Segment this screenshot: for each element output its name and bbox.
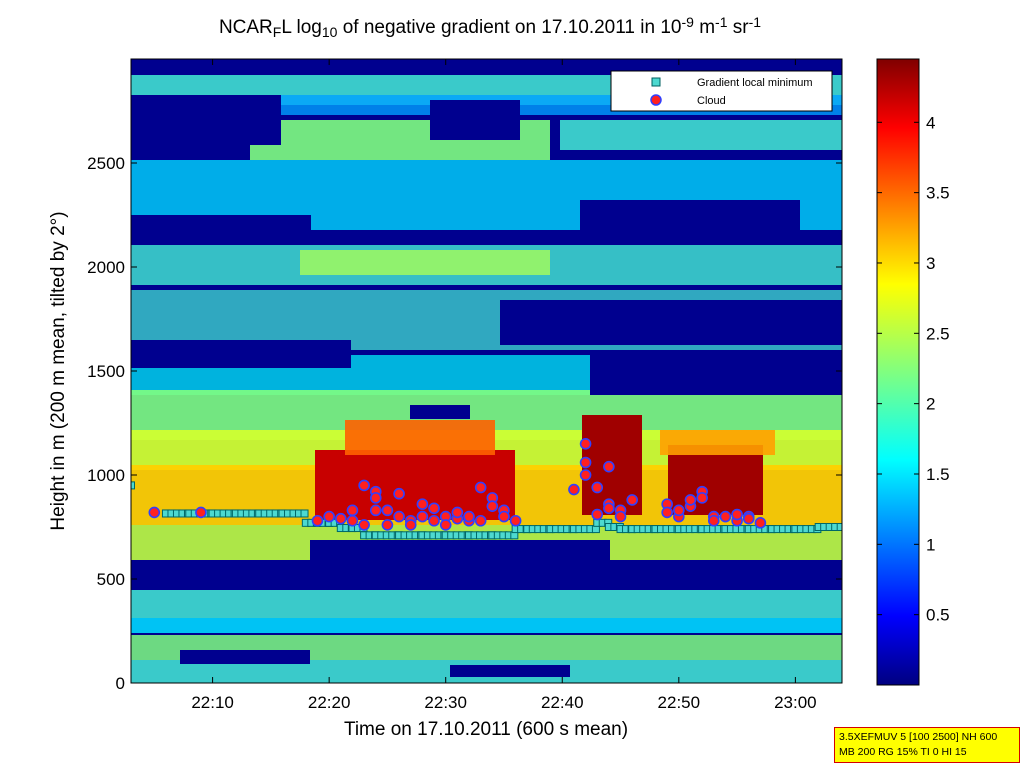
legend-marker-cloud [650, 94, 662, 106]
gradient-min-marker [300, 509, 309, 518]
cloud-marker [428, 502, 440, 515]
cloud-marker [661, 506, 673, 519]
colorbar-tick-label: 3 [926, 254, 935, 273]
cloud-marker [719, 510, 732, 523]
cloud-marker [591, 481, 604, 494]
cloud-marker [393, 510, 405, 523]
cloud-marker [335, 512, 347, 525]
cloud-marker [346, 514, 359, 527]
info-line-2: MB 200 RG 15% TI 0 HI 15 [839, 746, 967, 758]
cloud-marker [603, 460, 615, 473]
cloud-marker [731, 508, 743, 521]
y-tick-label: 2000 [87, 258, 125, 277]
chart-markers [131, 437, 842, 540]
cloud-marker [381, 504, 394, 517]
cloud-marker [369, 492, 382, 504]
cloud-marker [707, 514, 720, 527]
gradient-min-marker [131, 481, 135, 490]
colorbar-tick-label: 2.5 [926, 324, 950, 343]
cloud-marker [346, 504, 359, 517]
cloud-marker [416, 510, 429, 523]
cloud-marker [498, 510, 510, 523]
cloud-marker [603, 502, 615, 515]
colorbar-tick-label: 1 [926, 535, 935, 554]
y-tick-label: 1500 [87, 362, 125, 381]
x-tick-label: 22:50 [658, 693, 701, 712]
cloud-marker [474, 514, 487, 527]
cloud-marker [474, 481, 487, 494]
heatmap [131, 59, 842, 683]
cloud-marker [579, 456, 592, 469]
y-tick-label: 0 [116, 674, 125, 693]
colorbar-tick-label: 4 [926, 113, 935, 132]
cloud-marker [404, 519, 417, 531]
legend-box [610, 70, 833, 112]
legend-label-gradient-min: Gradient local minimum [697, 77, 813, 89]
chart-title: NCARFL log10 of negative gradient on 17.… [219, 14, 761, 40]
cloud-marker [148, 506, 161, 519]
cloud-marker [416, 498, 429, 510]
cloud-marker [742, 512, 755, 525]
colorbar-ticks: 0.5 1 1.5 2 2.5 3 3.5 4 [877, 113, 950, 625]
cloud-marker [463, 510, 475, 523]
colorbar-tick-label: 2 [926, 395, 935, 414]
cloud-marker [369, 504, 382, 517]
colorbar-tick-label: 3.5 [926, 184, 950, 203]
y-axis-label: Height in m (200 m mean, tilted by 2°) [48, 211, 69, 530]
info-box: 3.5XEFMUV 5 [100 2500] NH 600 MB 200 RG … [834, 727, 1020, 763]
legend: Gradient local minimum Cloud [610, 70, 833, 112]
cloud-marker [568, 483, 580, 496]
cloud-marker [195, 506, 207, 519]
cloud-marker [323, 510, 335, 523]
gradient-min-marker [836, 523, 842, 531]
x-tick-label: 22:20 [308, 693, 351, 712]
x-axis: 22:10 22:20 22:30 22:40 22:50 23:00 [191, 59, 817, 712]
cloud-marker [626, 494, 638, 506]
cloud-marker [486, 500, 499, 513]
y-tick-label: 500 [97, 570, 125, 589]
cloud-marker [684, 494, 697, 506]
cloud-marker [358, 479, 370, 492]
cloud-marker [754, 517, 767, 529]
y-axis: 0 500 1000 1500 2000 2500 [87, 154, 842, 693]
cloud-marker [439, 519, 452, 531]
cloud-marker [696, 492, 708, 504]
x-axis-label: Time on 17.10.2011 (600 s mean) [344, 719, 628, 740]
y-tick-label: 1000 [87, 466, 125, 485]
cloud-marker [579, 469, 592, 481]
x-tick-label: 22:10 [191, 693, 234, 712]
x-tick-label: 22:40 [541, 693, 584, 712]
x-tick-label: 22:30 [424, 693, 467, 712]
legend-label-cloud: Cloud [697, 95, 726, 107]
colorbar-tick-label: 1.5 [926, 465, 950, 484]
info-line-1: 3.5XEFMUV 5 [100 2500] NH 600 [839, 731, 998, 743]
legend-marker-gradient-min [651, 77, 661, 87]
cloud-marker [358, 519, 370, 531]
x-tick-label: 23:00 [774, 693, 817, 712]
cloud-marker [311, 514, 324, 527]
cloud-marker [428, 514, 440, 527]
y-tick-label: 2500 [87, 154, 125, 173]
colorbar-tick-label: 0.5 [926, 606, 950, 625]
cloud-marker [509, 514, 522, 527]
cloud-marker [591, 508, 604, 521]
colorbar [876, 58, 920, 686]
cloud-marker [451, 506, 464, 519]
cloud-marker [614, 510, 627, 523]
cloud-marker [381, 519, 394, 531]
cloud-marker [393, 487, 405, 500]
cloud-marker [579, 437, 592, 450]
cloud-marker [673, 504, 685, 517]
